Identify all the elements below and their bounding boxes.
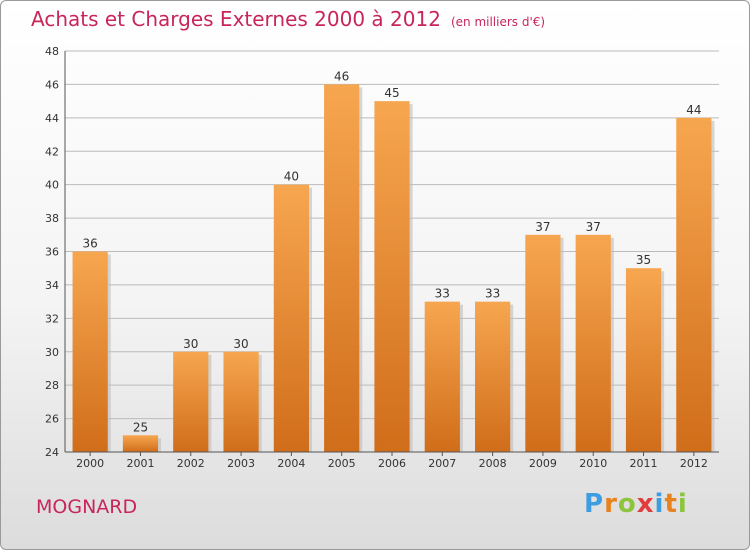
y-tick-label: 30 — [45, 346, 59, 359]
bars — [72, 84, 715, 453]
y-tick-label: 46 — [45, 78, 59, 91]
x-tick-label: 2002 — [177, 457, 205, 470]
axes — [64, 51, 719, 456]
x-tick-label: 2004 — [277, 457, 305, 470]
bar-value-label: 37 — [586, 220, 601, 234]
x-tick-label: 2008 — [479, 457, 507, 470]
chart-title-text: Achats et Charges Externes 2000 à 2012 — [31, 7, 441, 31]
x-tick-label: 2006 — [378, 457, 406, 470]
bar-value-label: 46 — [334, 69, 349, 83]
x-tick-label: 2009 — [529, 457, 557, 470]
logo-letter: P — [584, 489, 605, 519]
logo-letter: x — [636, 489, 655, 519]
bar-value-label: 44 — [686, 103, 701, 117]
commune-name: MOGNARD — [36, 496, 138, 518]
y-tick-label: 40 — [45, 179, 59, 192]
logo-letter: t — [664, 489, 678, 519]
logo-letter: i — [677, 489, 688, 519]
logo-letter: r — [604, 489, 618, 519]
bar-value-label: 30 — [233, 337, 248, 351]
bar — [575, 234, 611, 452]
x-tick-label: 2000 — [76, 457, 104, 470]
x-tick-label: 2010 — [579, 457, 607, 470]
bar-value-label: 25 — [133, 420, 148, 434]
bar-value-label: 33 — [485, 287, 500, 301]
y-tick-label: 32 — [45, 312, 59, 325]
chart-title: Achats et Charges Externes 2000 à 2012 (e… — [31, 7, 545, 31]
bar — [223, 351, 259, 452]
bar — [374, 101, 410, 452]
bar — [173, 351, 209, 452]
labels: 24 26 28 30 32 34 36 38 40 42 44 46 48 36 2000 25 2001 30… — [45, 45, 708, 470]
y-tick-label: 44 — [45, 112, 59, 125]
logo-letter: o — [617, 489, 637, 519]
bar-value-label: 37 — [535, 220, 550, 234]
x-tick-label: 2007 — [428, 457, 456, 470]
y-tick-label: 28 — [45, 379, 59, 392]
bar-value-label: 30 — [183, 337, 198, 351]
x-tick-label: 2012 — [680, 457, 708, 470]
bar-value-label: 36 — [83, 237, 98, 251]
bar-value-label: 45 — [384, 86, 399, 100]
x-tick-label: 2003 — [227, 457, 255, 470]
x-tick-label: 2005 — [328, 457, 356, 470]
bar — [424, 301, 460, 452]
x-tick-label: 2001 — [126, 457, 154, 470]
bar — [324, 84, 360, 453]
bar-value-label: 35 — [636, 253, 651, 267]
y-tick-label: 48 — [45, 45, 59, 58]
y-tick-label: 38 — [45, 212, 59, 225]
y-tick-label: 36 — [45, 246, 59, 259]
bar — [525, 234, 561, 452]
bar — [122, 435, 159, 452]
bar — [72, 251, 108, 452]
y-tick-label: 42 — [45, 145, 59, 158]
chart-subtitle: (en milliers d'€) — [450, 15, 546, 29]
logo-letter: i — [654, 489, 665, 519]
y-tick-label: 26 — [45, 413, 59, 426]
proxiti-logo: Proxiti — [584, 489, 688, 519]
y-tick-label: 24 — [45, 446, 59, 459]
y-tick-label: 34 — [45, 279, 59, 292]
bar — [273, 184, 309, 452]
bar-value-label: 40 — [284, 170, 299, 184]
bar-value-label: 33 — [435, 287, 450, 301]
bar — [676, 117, 712, 452]
bar — [625, 268, 662, 452]
x-tick-label: 2011 — [630, 457, 658, 470]
bar — [475, 301, 511, 452]
